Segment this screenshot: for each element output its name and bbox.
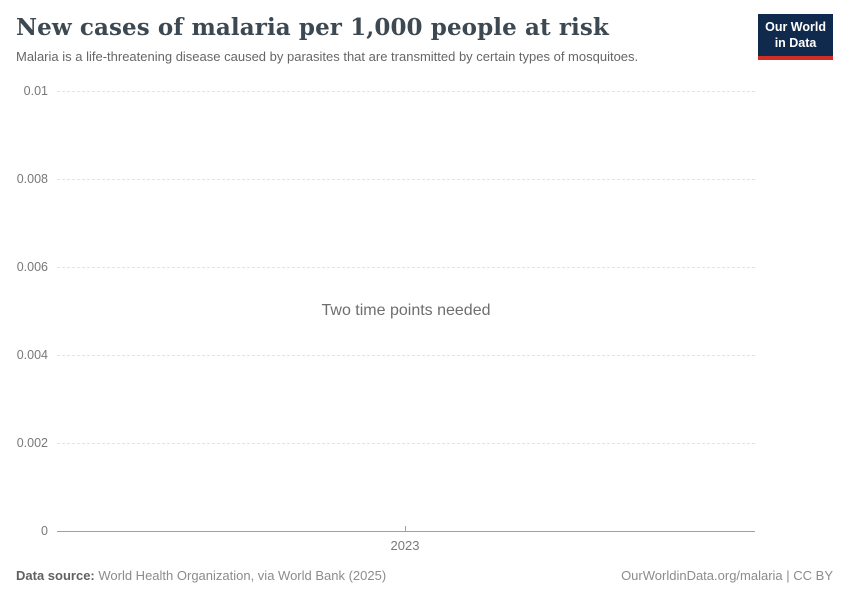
chart-footer: Data source: World Health Organization, …	[16, 568, 833, 583]
x-axis-line	[57, 530, 755, 532]
gridline	[57, 90, 755, 92]
data-source-text: World Health Organization, via World Ban…	[94, 568, 387, 583]
x-axis-baseline-row: 0	[0, 523, 755, 539]
data-source: Data source: World Health Organization, …	[16, 568, 386, 583]
chart-empty-message: Two time points needed	[321, 302, 491, 319]
credit-link[interactable]: OurWorldinData.org/malaria | CC BY	[621, 568, 833, 583]
owid-logo-line2: in Data	[774, 35, 817, 50]
owid-logo-line1: Our World	[765, 20, 826, 34]
gridline	[57, 354, 755, 356]
owid-logo[interactable]: Our World in Data	[758, 14, 833, 61]
y-gridline-row: 0.006	[0, 259, 755, 275]
gridline	[57, 442, 755, 444]
y-gridline-row: 0.008	[0, 171, 755, 187]
gridline	[57, 266, 755, 268]
y-axis-tick-label: 0.004	[16, 348, 48, 362]
chart-subtitle: Malaria is a life-threatening disease ca…	[16, 48, 639, 64]
y-gridline-row: 0.002	[0, 435, 755, 451]
x-axis-tick-label: 2023	[390, 538, 420, 553]
x-axis-tick-mark	[405, 526, 406, 532]
y-axis-tick-label: 0.01	[23, 84, 48, 98]
y-gridline-row: 0.01	[0, 83, 755, 99]
gridline	[57, 178, 755, 180]
data-source-label: Data source:	[16, 568, 95, 583]
y-axis-tick-label: 0.002	[16, 436, 48, 450]
y-axis-tick-label: 0.006	[16, 260, 48, 274]
y-axis-tick-label: 0	[41, 524, 48, 538]
page-title: New cases of malaria per 1,000 people at…	[16, 14, 609, 41]
y-gridline-row: 0.004	[0, 347, 755, 363]
chart-header: New cases of malaria per 1,000 people at…	[16, 14, 761, 65]
y-axis-tick-label: 0.008	[16, 172, 48, 186]
